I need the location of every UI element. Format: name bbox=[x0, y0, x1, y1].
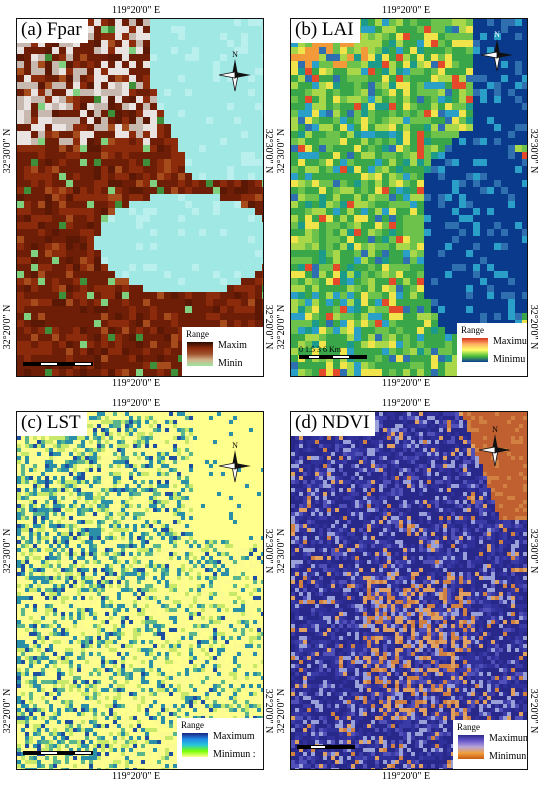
panel-title-lst: (c) LST bbox=[17, 412, 87, 436]
lat-lower-label-b: 32°20'0" N bbox=[276, 304, 287, 350]
scale-bar bbox=[23, 748, 93, 758]
lat-lower-right-label-d: 32°20'0" N bbox=[528, 688, 539, 734]
lat-upper-right-label-d: 32°30'0" N bbox=[528, 528, 539, 574]
map-panel-lai: (b) LAI N Range Maximum Minimu 0 1.5 3 6… bbox=[290, 18, 528, 377]
lat-upper-right-label-b: 32°30'0" N bbox=[528, 128, 539, 174]
legend-title: Range bbox=[181, 720, 204, 730]
legend-min-label: Minimun bbox=[489, 751, 527, 762]
lat-upper-label-d: 32°30'0" N bbox=[276, 528, 287, 574]
panel-title-lai: (b) LAI bbox=[291, 19, 360, 43]
legend-min-label: Minin bbox=[218, 358, 243, 369]
legend-min-label: Minimu bbox=[493, 354, 526, 365]
lon-bottom-label-c: 119°20'0" E bbox=[112, 771, 161, 782]
map-panel-fpar: (a) Fpar N Range Maxim Minin bbox=[16, 18, 264, 377]
scale-bar bbox=[23, 359, 93, 369]
panel-title-ndvi: (d) NDVI bbox=[291, 412, 376, 436]
panel-title-fpar: (a) Fpar bbox=[17, 19, 88, 43]
lon-bottom-label-b: 119°20'0" E bbox=[382, 378, 431, 389]
scale-bar: 0 1.5 3 6 Km bbox=[299, 345, 369, 365]
legend-ramp bbox=[182, 733, 208, 757]
legend-ndvi: Range Maximum Minimun bbox=[453, 720, 528, 769]
legend-ramp bbox=[462, 338, 488, 362]
legend-title: Range bbox=[186, 329, 209, 339]
lat-upper-label-c: 32°30'0" N bbox=[2, 528, 13, 574]
lat-upper-label-b: 32°30'0" N bbox=[276, 128, 287, 174]
legend-ramp bbox=[187, 342, 213, 366]
north-arrow-icon: N bbox=[475, 424, 515, 468]
legend-title: Range bbox=[461, 325, 484, 335]
map-panel-lst: (c) LST N Range Maximum Minimun : bbox=[16, 411, 264, 770]
lat-upper-right-label-a: 32°30'0" N bbox=[263, 128, 274, 174]
legend-max-label: Maximum bbox=[489, 733, 528, 744]
raster-fpar bbox=[17, 19, 263, 376]
north-arrow-icon: N bbox=[215, 49, 255, 93]
north-arrow-icon: N bbox=[477, 29, 517, 73]
lat-lower-right-label-b: 32°20'0" N bbox=[528, 304, 539, 350]
legend-max-label: Maxim bbox=[218, 340, 247, 351]
scale-bar bbox=[297, 742, 357, 752]
legend-lst: Range Maximum Minimun : bbox=[177, 718, 263, 769]
lon-top-label-a: 119°20'0" E bbox=[112, 5, 161, 16]
scale-bar-labels: 0 1.5 3 6 Km bbox=[299, 345, 341, 354]
lat-lower-label-a: 32°20'0" N bbox=[2, 304, 13, 350]
lat-lower-label-c: 32°20'0" N bbox=[2, 688, 13, 734]
legend-min-label: Minimun : bbox=[213, 749, 256, 760]
north-arrow-icon: N bbox=[215, 440, 255, 484]
svg-text:N: N bbox=[232, 50, 238, 59]
lat-lower-right-label-c: 32°20'0" N bbox=[263, 688, 274, 734]
legend-max-label: Maximum bbox=[213, 731, 255, 742]
legend-fpar: Range Maxim Minin bbox=[182, 327, 263, 376]
legend-ramp bbox=[458, 735, 484, 759]
legend-title: Range bbox=[457, 722, 480, 732]
lon-top-label-c: 119°20'0" E bbox=[112, 398, 161, 409]
lat-upper-right-label-c: 32°30'0" N bbox=[263, 528, 274, 574]
lon-bottom-label-d: 119°20'0" E bbox=[382, 771, 431, 782]
lat-lower-label-d: 32°20'0" N bbox=[276, 688, 287, 734]
lon-top-label-d: 119°20'0" E bbox=[382, 398, 431, 409]
lat-lower-right-label-a: 32°20'0" N bbox=[263, 304, 274, 350]
lat-upper-label-a: 32°30'0" N bbox=[2, 128, 13, 174]
lon-top-label-b: 119°20'0" E bbox=[382, 5, 431, 16]
legend-max-label: Maximum bbox=[493, 336, 527, 347]
svg-text:N: N bbox=[494, 30, 500, 39]
lon-bottom-label-a: 119°20'0" E bbox=[112, 378, 161, 389]
map-panel-ndvi: (d) NDVI N Range Maximum Minimun bbox=[290, 411, 528, 770]
legend-lai: Range Maximum Minimu bbox=[457, 323, 527, 376]
